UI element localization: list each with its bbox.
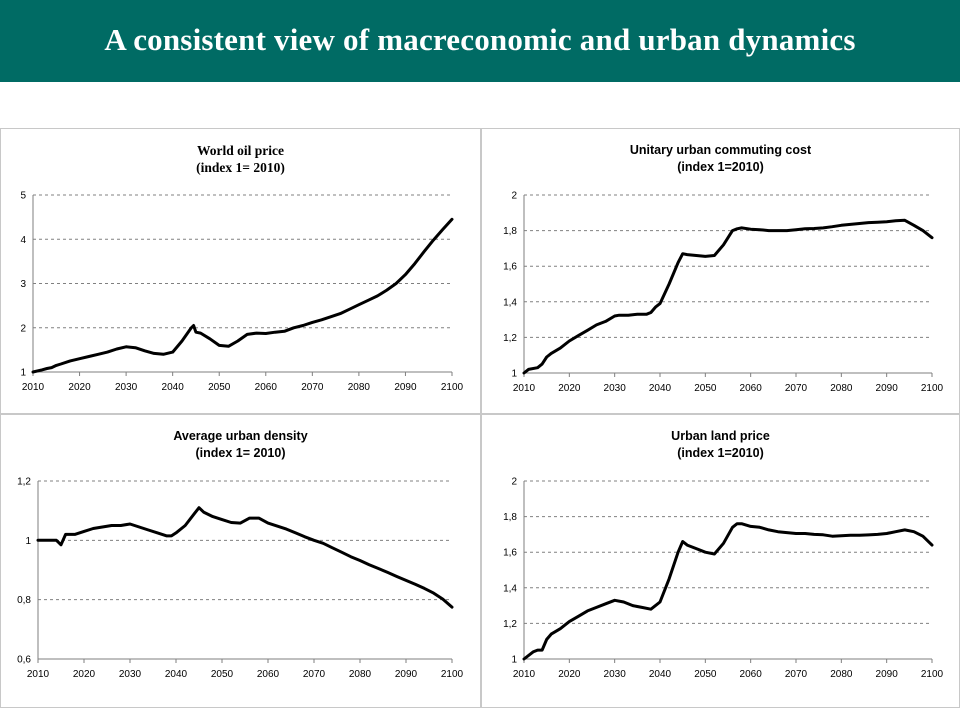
x-tick-label: 2100 <box>921 383 944 394</box>
y-tick-label: 0,6 <box>17 655 31 666</box>
y-tick-label: 2 <box>20 323 26 334</box>
x-tick-label: 2060 <box>740 383 763 394</box>
x-tick-label: 2080 <box>830 669 853 680</box>
x-tick-label: 2020 <box>558 383 581 394</box>
y-tick-label: 1,4 <box>503 583 517 594</box>
x-tick-label: 2050 <box>211 669 234 680</box>
x-tick-label: 2040 <box>162 382 185 393</box>
x-tick-label: 2010 <box>513 669 536 680</box>
x-tick-label: 2010 <box>22 382 45 393</box>
x-tick-label: 2020 <box>558 669 581 680</box>
series-line <box>522 522 934 661</box>
x-tick-label: 2050 <box>208 382 231 393</box>
x-tick-label: 2070 <box>785 383 808 394</box>
x-tick-label: 2040 <box>649 669 672 680</box>
x-tick-label: 2030 <box>604 669 627 680</box>
x-tick-label: 2070 <box>303 669 326 680</box>
chart-panel-commuting-cost: Unitary urban commuting cost (index 1=20… <box>481 128 960 414</box>
chart-subtitle: (index 1= 2010) <box>196 160 285 175</box>
x-tick-label: 2100 <box>441 669 464 680</box>
series-line <box>31 217 454 374</box>
y-tick-label: 1 <box>511 369 517 380</box>
chart-svg: 1 2 3 4 5 2010 2020 2030 2040 2050 2060 2070 2080 209… <box>20 191 464 394</box>
chart-title: Urban land price (index 1=2010) <box>482 428 959 462</box>
chart-subtitle: (index 1= 2010) <box>195 446 286 460</box>
y-tick-label: 1,8 <box>503 226 517 237</box>
chart-title-main: Average urban density <box>173 429 308 443</box>
chart-subtitle: (index 1=2010) <box>677 160 764 174</box>
x-tick-label: 2040 <box>649 383 672 394</box>
y-tick-label: 4 <box>20 235 26 246</box>
slide-title: A consistent view of macreconomic and ur… <box>104 22 856 57</box>
y-tick-label: 1 <box>25 536 31 547</box>
chart-svg: 1 1,2 1,4 1,6 1,8 2 2010 2020 2030 2040 2050 2060 20… <box>503 191 944 395</box>
x-tick-label: 2030 <box>119 669 142 680</box>
x-tick-label: 2090 <box>394 382 417 393</box>
x-tick-label: 2080 <box>348 382 371 393</box>
x-tick-label: 2050 <box>694 383 717 394</box>
x-tick-label: 2060 <box>740 669 763 680</box>
y-tick-label: 1,2 <box>503 619 517 630</box>
x-tick-label: 2070 <box>785 669 808 680</box>
x-tick-label: 2100 <box>921 669 944 680</box>
chart-title-main: Unitary urban commuting cost <box>629 143 812 157</box>
y-tick-label: 1,6 <box>503 548 517 559</box>
y-tick-label: 1 <box>511 655 517 666</box>
chart-panel-land-price: Urban land price (index 1=2010) 1 1,2 1,4 1… <box>481 414 960 708</box>
chart-title: Average urban density (index 1= 2010) <box>1 428 480 462</box>
chart-title: Unitary urban commuting cost (index 1=20… <box>482 142 959 176</box>
chart-panel-urban-density: Average urban density (index 1= 2010) 0,… <box>0 414 481 708</box>
chart-title-main: World oil price <box>197 143 284 158</box>
chart-panel-oil-price: World oil price (index 1= 2010) 1 2 3 4 5 201… <box>0 128 481 414</box>
x-tick-label: 2060 <box>257 669 280 680</box>
x-tick-label: 2030 <box>604 383 627 394</box>
x-tick-label: 2020 <box>73 669 96 680</box>
x-tick-label: 2060 <box>255 382 278 393</box>
y-tick-label: 1 <box>20 368 26 379</box>
y-tick-label: 0,8 <box>17 595 31 606</box>
series-line <box>36 506 454 609</box>
y-tick-label: 3 <box>20 279 26 290</box>
y-tick-label: 1,2 <box>503 333 517 344</box>
chart-svg: 1 1,2 1,4 1,6 1,8 2 2010 2020 2030 2040 2050 2060 20… <box>503 477 944 681</box>
x-tick-label: 2070 <box>301 382 324 393</box>
x-tick-label: 2050 <box>694 669 717 680</box>
y-tick-label: 2 <box>511 477 517 488</box>
x-tick-label: 2100 <box>441 382 464 393</box>
x-tick-label: 2080 <box>830 383 853 394</box>
x-tick-label: 2020 <box>68 382 91 393</box>
y-tick-label: 1,2 <box>17 477 31 488</box>
chart-svg: 0,6 0,8 1 1,2 2010 2020 2030 2040 2050 2060 2070 20… <box>17 477 464 681</box>
chart-title-main: Urban land price <box>671 429 770 443</box>
y-tick-label: 1,4 <box>503 297 517 308</box>
y-tick-label: 2 <box>511 191 517 202</box>
x-tick-label: 2090 <box>876 669 899 680</box>
slide-header: A consistent view of macreconomic and ur… <box>0 0 960 82</box>
y-tick-label: 1,8 <box>503 512 517 523</box>
x-tick-label: 2090 <box>395 669 418 680</box>
chart-subtitle: (index 1=2010) <box>677 446 764 460</box>
chart-title: World oil price (index 1= 2010) <box>1 142 480 176</box>
y-tick-label: 1,6 <box>503 262 517 273</box>
x-tick-label: 2080 <box>349 669 372 680</box>
x-tick-label: 2040 <box>165 669 188 680</box>
x-tick-label: 2010 <box>513 383 536 394</box>
x-tick-label: 2090 <box>876 383 899 394</box>
x-tick-label: 2010 <box>27 669 50 680</box>
y-tick-label: 5 <box>20 191 26 202</box>
x-tick-label: 2030 <box>115 382 138 393</box>
series-line <box>522 218 934 375</box>
